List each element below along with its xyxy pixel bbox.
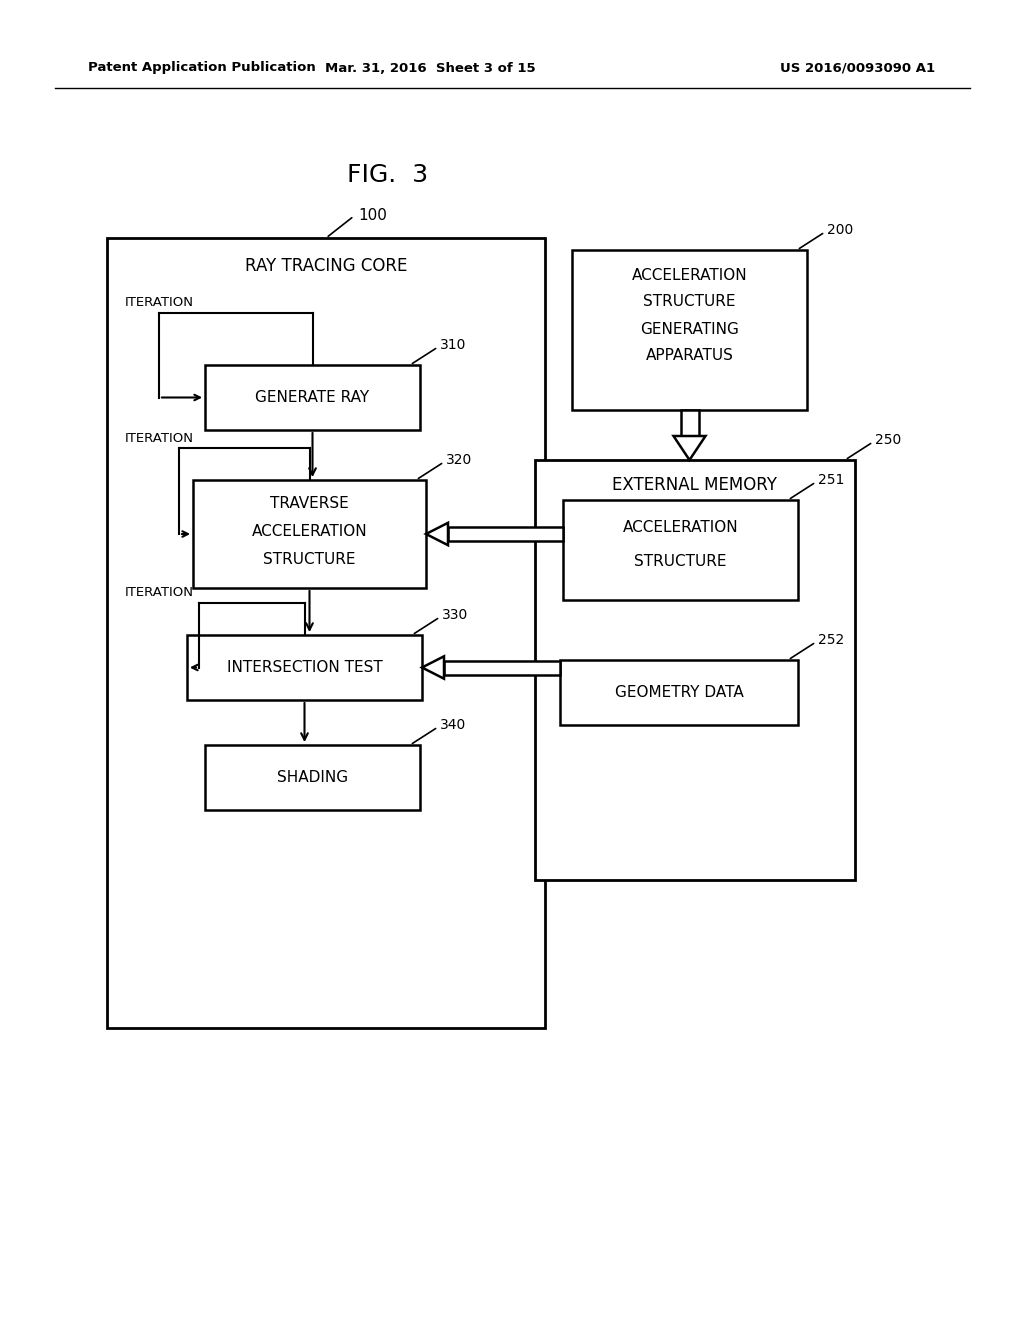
Bar: [187, 635, 422, 700]
Bar: [535, 459, 855, 880]
Text: 252: 252: [818, 634, 844, 647]
Text: TRAVERSE: TRAVERSE: [270, 496, 349, 511]
Text: STRUCTURE: STRUCTURE: [634, 554, 727, 569]
Text: US 2016/0093090 A1: US 2016/0093090 A1: [780, 62, 935, 74]
Text: Mar. 31, 2016  Sheet 3 of 15: Mar. 31, 2016 Sheet 3 of 15: [325, 62, 536, 74]
Bar: [205, 744, 420, 810]
Bar: [444, 660, 560, 675]
Text: STRUCTURE: STRUCTURE: [643, 294, 736, 309]
Polygon shape: [422, 656, 444, 678]
Text: INTERSECTION TEST: INTERSECTION TEST: [226, 660, 382, 675]
Text: SHADING: SHADING: [276, 770, 348, 785]
Text: 100: 100: [358, 209, 387, 223]
Text: 320: 320: [446, 453, 472, 467]
Text: ITERATION: ITERATION: [125, 297, 194, 309]
Text: 310: 310: [440, 338, 466, 352]
Text: ITERATION: ITERATION: [125, 432, 194, 445]
Bar: [560, 660, 798, 725]
Text: 340: 340: [440, 718, 466, 733]
Text: 251: 251: [818, 473, 845, 487]
Text: ACCELERATION: ACCELERATION: [632, 268, 748, 282]
Text: APPARATUS: APPARATUS: [645, 348, 733, 363]
Text: 200: 200: [827, 223, 853, 238]
Bar: [106, 238, 545, 1028]
Polygon shape: [426, 523, 449, 545]
Text: RAY TRACING CORE: RAY TRACING CORE: [245, 257, 408, 275]
Text: Patent Application Publication: Patent Application Publication: [88, 62, 315, 74]
Text: ACCELERATION: ACCELERATION: [623, 520, 738, 536]
Bar: [449, 527, 563, 541]
Text: STRUCTURE: STRUCTURE: [263, 553, 355, 568]
Text: FIG.  3: FIG. 3: [347, 162, 429, 187]
Bar: [681, 411, 698, 436]
Bar: [193, 480, 426, 587]
Text: EXTERNAL MEMORY: EXTERNAL MEMORY: [612, 477, 777, 494]
Bar: [563, 500, 798, 601]
Text: ITERATION: ITERATION: [125, 586, 194, 599]
Text: GEOMETRY DATA: GEOMETRY DATA: [614, 685, 743, 700]
Bar: [572, 249, 807, 411]
Bar: [205, 366, 420, 430]
Polygon shape: [674, 436, 706, 459]
Text: 330: 330: [442, 609, 468, 622]
Text: ACCELERATION: ACCELERATION: [252, 524, 368, 540]
Text: GENERATE RAY: GENERATE RAY: [255, 389, 370, 405]
Text: 250: 250: [874, 433, 901, 447]
Text: GENERATING: GENERATING: [640, 322, 739, 337]
